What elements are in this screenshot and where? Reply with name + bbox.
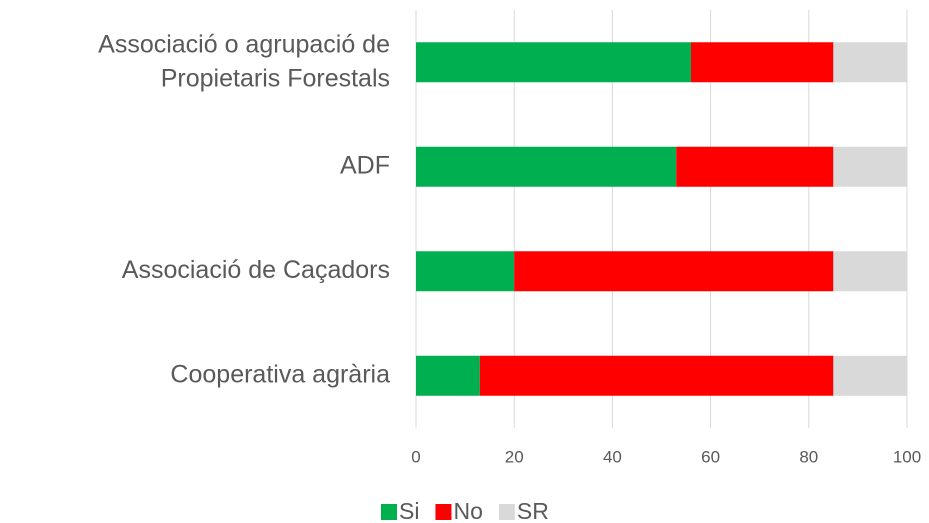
bar-segment (690, 42, 834, 83)
bar-segment (416, 146, 677, 187)
x-tick-label: 100 (893, 447, 921, 466)
bar-segment (416, 355, 480, 396)
legend-label: SR (517, 498, 549, 523)
x-tick-label: 40 (603, 447, 622, 466)
x-tick-label: 20 (505, 447, 524, 466)
bar-segment (833, 251, 907, 292)
bar-segment (479, 355, 834, 396)
bar-segment (833, 355, 907, 396)
y-tick-label: ADF (340, 151, 390, 179)
bar-segment (676, 146, 834, 187)
y-tick-label: Cooperativa agrària (170, 360, 390, 388)
bar-segment (416, 42, 691, 83)
legend-label: No (453, 498, 482, 523)
bar-segment (833, 146, 907, 187)
legend-label: Si (399, 498, 419, 523)
x-tick-label: 0 (411, 447, 420, 466)
legend-swatch (498, 504, 515, 520)
y-tick-label: Associació de Caçadors (122, 256, 390, 284)
x-tick-label: 80 (799, 447, 818, 466)
y-tick-label: Associació o agrupació de Propietaris For… (98, 30, 390, 92)
bar-segment (416, 251, 515, 292)
legend-swatch (435, 504, 452, 520)
bar-segment (833, 42, 907, 83)
x-tick-label: 60 (701, 447, 720, 466)
bar-segment (514, 251, 834, 292)
legend-swatch (381, 504, 397, 520)
